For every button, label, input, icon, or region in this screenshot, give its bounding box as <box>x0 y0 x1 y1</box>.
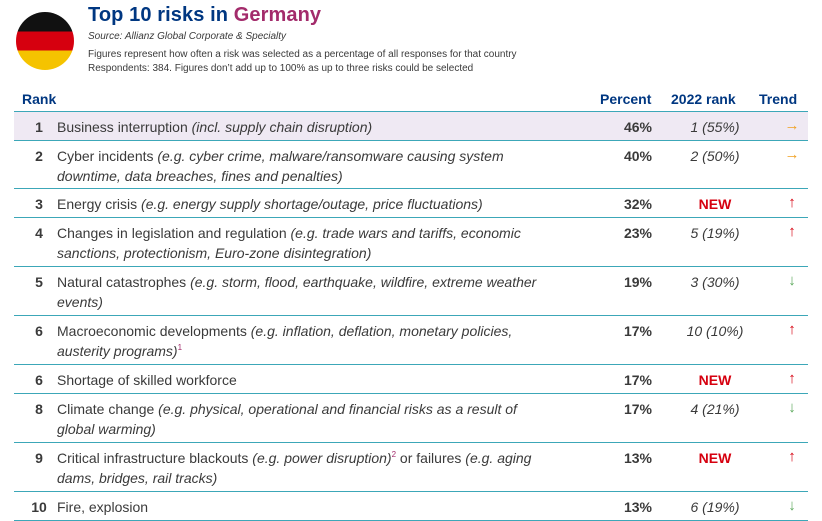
percent-cell: 17% <box>623 323 652 339</box>
rank-cell: 6 <box>35 372 43 388</box>
risk-label: Shortage of skilled workforce <box>57 372 237 388</box>
risk-label: Energy crisis <box>57 196 142 212</box>
risk-example: (e.g. inflation, deflation, monetary pol… <box>57 323 513 359</box>
risk-label: Business interruption <box>57 119 192 135</box>
arrow-down-icon: ↓ <box>788 272 796 289</box>
prev-rank-cell: 5 (19%) <box>690 225 740 241</box>
risk-label: Changes in legislation and regulation <box>57 225 291 241</box>
percent-cell: 17% <box>623 372 652 388</box>
table-row: 6 Shortage of skilled workforce 17% NEW ↑ <box>14 365 808 394</box>
risk-description: Business interruption (incl. supply chai… <box>57 117 557 137</box>
risk-example: (e.g. trade wars and tariffs, economic s… <box>57 225 521 261</box>
prev-rank-cell: 4 (21%) <box>690 401 740 417</box>
percent-cell: 40% <box>623 148 652 164</box>
table-row: 6 Macroeconomic developments (e.g. inflat… <box>14 316 808 365</box>
header-divider <box>14 111 808 112</box>
percent-cell: 13% <box>623 499 652 515</box>
table-row: 1 Business interruption (incl. supply cha… <box>14 112 808 141</box>
source-line: Source: Allianz Global Corporate & Speci… <box>88 31 287 42</box>
rank-cell: 4 <box>35 225 43 241</box>
risk-label-continued: or failures <box>396 450 466 466</box>
prev-rank-cell: 10 (10%) <box>686 323 744 339</box>
risk-label: Climate change <box>57 401 159 417</box>
risk-label: Critical infrastructure blackouts <box>57 450 253 466</box>
prev-rank-cell: NEW <box>698 372 732 388</box>
note-line-1: Figures represent how often a risk was s… <box>88 49 517 60</box>
risk-description: Shortage of skilled workforce <box>57 370 557 390</box>
arrow-up-icon: ↑ <box>788 223 796 240</box>
risk-description: Critical infrastructure blackouts (e.g. … <box>57 448 557 488</box>
footnote-marker: 2 <box>391 450 397 459</box>
footnote-marker: 1 <box>177 343 183 352</box>
rank-cell: 10 <box>31 499 47 515</box>
table-row: 5 Natural catastrophes (e.g. storm, flood… <box>14 267 808 316</box>
rank-cell: 2 <box>35 148 43 164</box>
risk-description: Cyber incidents (e.g. cyber crime, malwa… <box>57 146 557 186</box>
risk-example-continued: (e.g. aging dams, bridges, rail tracks) <box>57 450 532 486</box>
percent-cell: 13% <box>623 450 652 466</box>
arrow-up-icon: ↑ <box>788 194 796 211</box>
risk-example: (incl. supply chain disruption) <box>191 119 373 135</box>
prev-rank-cell: 1 (55%) <box>690 119 740 135</box>
arrow-up-icon: ↑ <box>788 321 796 338</box>
percent-cell: 46% <box>623 119 652 135</box>
table-row: 9 Critical infrastructure blackouts (e.g.… <box>14 443 808 492</box>
prev-rank-cell: 2 (50%) <box>690 148 740 164</box>
rank-cell: 3 <box>35 196 43 212</box>
rank-cell: 1 <box>35 119 43 135</box>
column-header-percent: Percent <box>600 91 652 107</box>
risk-example: (e.g. storm, flood, earthquake, wildfire… <box>57 274 537 310</box>
table-row: 2 Cyber incidents (e.g. cyber crime, malw… <box>14 141 808 189</box>
risk-example: (e.g. physical, operational and financia… <box>57 401 517 437</box>
column-header-trend: Trend <box>759 91 798 107</box>
risk-description: Changes in legislation and regulation (e… <box>57 223 557 263</box>
risk-example: (e.g. cyber crime, malware/ransomware ca… <box>57 148 504 184</box>
risk-description: Natural catastrophes (e.g. storm, flood,… <box>57 272 557 312</box>
table-row: 3 Energy crisis (e.g. energy supply short… <box>14 189 808 218</box>
percent-cell: 23% <box>623 225 652 241</box>
germany-flag-icon <box>16 12 74 70</box>
prev-rank-cell: 3 (30%) <box>690 274 740 290</box>
arrow-down-icon: ↓ <box>788 399 796 416</box>
arrow-right-icon: → <box>784 117 800 134</box>
risk-label: Fire, explosion <box>57 499 149 515</box>
rank-cell: 5 <box>35 274 43 290</box>
risk-example: (e.g. power disruption) <box>252 450 392 466</box>
page-title: Top 10 risks in Germany <box>88 4 321 27</box>
column-header-rank: Rank <box>22 91 57 107</box>
rank-cell: 9 <box>35 450 43 466</box>
prev-rank-cell: NEW <box>698 196 732 212</box>
table-row: 8 Climate change (e.g. physical, operatio… <box>14 394 808 443</box>
percent-cell: 32% <box>623 196 652 212</box>
percent-cell: 19% <box>623 274 652 290</box>
table-row: 4 Changes in legislation and regulation (… <box>14 218 808 267</box>
title-country: Germany <box>233 4 322 26</box>
risk-label: Natural catastrophes <box>57 274 191 290</box>
prev-rank-cell: 6 (19%) <box>690 499 740 515</box>
percent-cell: 17% <box>623 401 652 417</box>
arrow-up-icon: ↑ <box>788 370 796 387</box>
rank-cell: 8 <box>35 401 43 417</box>
risk-description: Climate change (e.g. physical, operation… <box>57 399 557 439</box>
risk-description: Energy crisis (e.g. energy supply shorta… <box>57 194 557 214</box>
note-line-2: Respondents: 384. Figures don’t add up t… <box>88 63 474 74</box>
arrow-up-icon: ↑ <box>788 448 796 465</box>
risk-description: Macroeconomic developments (e.g. inflati… <box>57 321 557 361</box>
rank-cell: 6 <box>35 323 43 339</box>
column-header-2022-rank: 2022 rank <box>671 91 736 107</box>
prev-rank-cell: NEW <box>698 450 732 466</box>
title-prefix: Top 10 risks in <box>88 4 234 26</box>
risk-label: Macroeconomic developments <box>57 323 251 339</box>
risk-example: (e.g. energy supply shortage/outage, pri… <box>141 196 483 212</box>
risk-description: Fire, explosion <box>57 497 557 517</box>
arrow-down-icon: ↓ <box>788 497 796 514</box>
risk-label: Cyber incidents <box>57 148 158 164</box>
arrow-right-icon: → <box>784 146 800 163</box>
table-row: 10 Fire, explosion 13% 6 (19%) ↓ <box>14 492 808 521</box>
